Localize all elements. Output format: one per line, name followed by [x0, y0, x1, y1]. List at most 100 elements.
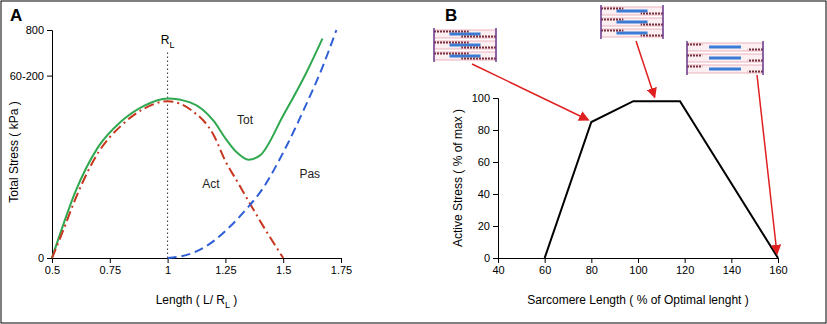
icon-thick-filament — [617, 10, 648, 13]
icon-outline — [434, 30, 496, 38]
tick-mark — [47, 258, 52, 259]
tick-mark — [283, 258, 284, 263]
pointer-arrow — [472, 64, 588, 120]
tick-label: 40 — [478, 188, 490, 200]
text-part: Length ( L/ R — [156, 293, 226, 307]
plot-area — [545, 101, 778, 258]
icon-thin-filament — [687, 44, 702, 46]
pointer-arrow — [636, 41, 655, 97]
y-axis-tick: 40 — [478, 188, 498, 200]
y-axis-title: Active Stress ( % of max ) — [451, 109, 465, 247]
icon-z-line — [495, 28, 497, 62]
x-axis-tick: 160 — [769, 258, 787, 276]
tick-label: 0 — [484, 252, 490, 264]
panel: 0.50.7511.251.51.75060-200800TotActPasRL… — [7, 6, 352, 310]
tick-label: 60 — [478, 156, 490, 168]
reference-line — [167, 50, 168, 258]
x-axis-tick: 140 — [723, 258, 741, 276]
icon-thick-filament — [450, 55, 481, 58]
tick-mark — [493, 258, 498, 259]
y-axis-title: Total Stress ( kPa ) — [7, 101, 21, 202]
series-label: Act — [202, 177, 220, 191]
x-axis-tick: 1.5 — [276, 258, 291, 276]
icon-outline — [434, 52, 496, 60]
x-axis-tick: 0.75 — [100, 258, 121, 276]
pointer-arrow — [757, 75, 777, 254]
icon-thin-filament — [434, 53, 469, 55]
tick-label: 1 — [165, 264, 171, 276]
figure: 0.50.7511.251.51.75060-200800TotActPasRL… — [0, 0, 827, 324]
text-part: Active Stress ( % of max ) — [451, 109, 465, 247]
tick-mark — [545, 258, 546, 263]
subscript: L — [169, 40, 174, 50]
tick-label: 1.25 — [215, 264, 236, 276]
tick-label: 0 — [38, 252, 44, 264]
y-axis-tick: 100 — [472, 92, 498, 104]
y-axis-line — [47, 31, 53, 259]
x-axis-tick: 60 — [539, 258, 551, 276]
icon-thick-filament — [709, 57, 741, 60]
tick-mark — [341, 258, 342, 263]
x-axis-tick: 1 — [165, 258, 171, 276]
icon-thick-filament — [617, 21, 648, 24]
icon-thin-filament — [641, 13, 663, 15]
tick-label: 40 — [492, 264, 504, 276]
tick-mark — [493, 130, 498, 131]
tick-label: 120 — [676, 264, 694, 276]
tick-mark — [225, 258, 226, 263]
tick-mark — [493, 226, 498, 227]
tick-label: 20 — [478, 220, 490, 232]
x-axis: 0.50.7511.251.51.75 — [45, 258, 352, 276]
tick-mark — [110, 258, 111, 263]
icon-thin-filament — [748, 49, 763, 51]
tick-label: 0.75 — [100, 264, 121, 276]
icon-outline — [601, 18, 663, 26]
tick-label: 60-200 — [10, 70, 44, 82]
x-axis-tick: 40 — [492, 258, 504, 276]
icon-thick-filament — [450, 44, 481, 47]
y-axis-tick: 20 — [478, 220, 498, 232]
x-axis-title: Sarcomere Length ( % of Optimal lenght ) — [527, 293, 748, 307]
icon-thick-filament — [450, 33, 481, 36]
plot-area — [52, 30, 336, 258]
icon-thin-filament — [434, 31, 469, 33]
x-axis-line — [53, 259, 342, 264]
y-axis-tick: 60 — [478, 156, 498, 168]
tick-mark — [47, 30, 52, 31]
tick-label: 80 — [478, 124, 490, 136]
tick-mark — [778, 258, 779, 263]
tick-label: 1.5 — [276, 264, 291, 276]
icon-thin-filament — [641, 35, 663, 37]
tick-mark — [493, 98, 498, 99]
icon-thin-filament — [434, 42, 469, 44]
icon-z-line — [686, 41, 688, 75]
icon-thin-filament — [641, 24, 663, 26]
illustrations — [434, 5, 777, 254]
icon-thick-filament — [617, 32, 648, 35]
y-axis-tick: 60-200 — [10, 70, 52, 82]
tick-mark — [685, 258, 686, 263]
series-line — [545, 101, 778, 258]
figure-border — [1, 1, 826, 323]
icon-thin-filament — [601, 30, 623, 32]
text-part: Total Stress ( kPa ) — [7, 101, 21, 202]
y-axis-tick: 80 — [478, 124, 498, 136]
text-part: Sarcomere Length ( % of Optimal lenght ) — [527, 293, 748, 307]
tick-label: 80 — [586, 264, 598, 276]
icon-outline — [687, 43, 763, 51]
x-axis-line — [499, 259, 779, 264]
icon-thick-filament — [709, 46, 741, 49]
text-part: ) — [230, 293, 237, 307]
tick-mark — [638, 258, 639, 263]
icon-thin-filament — [601, 19, 623, 21]
sarcomere-icon — [687, 41, 763, 75]
text-part: R — [161, 33, 170, 47]
tick-label: 100 — [629, 264, 647, 276]
series-label: Tot — [237, 113, 254, 127]
x-axis: 40 60 80 100 120 140 160 — [492, 258, 787, 276]
panel: 40 60 80 100 120 140 160 0 20 40 60 80 100 Sarcomere … — [434, 5, 788, 307]
tick-mark — [493, 194, 498, 195]
y-axis-tick: 0 — [484, 252, 498, 264]
reference-label: RL — [161, 33, 175, 50]
icon-thin-filament — [461, 58, 496, 60]
